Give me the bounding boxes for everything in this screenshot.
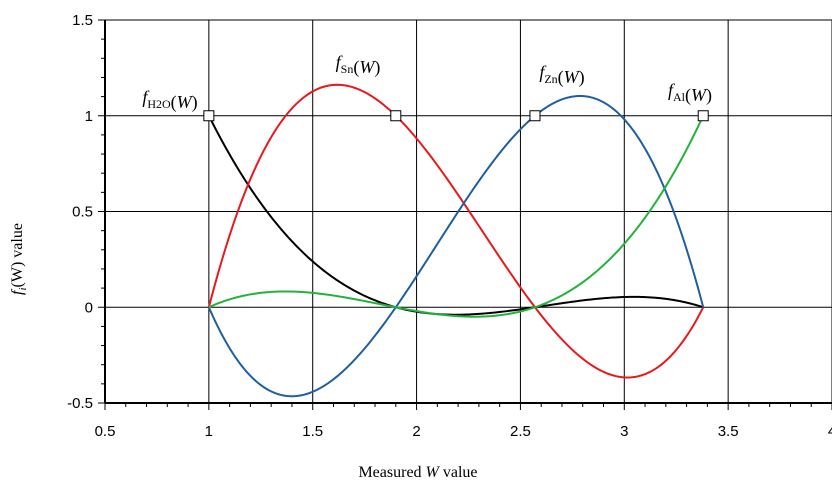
y-tick-label: 1 xyxy=(85,108,93,125)
series-label-zn: fZn(W) xyxy=(539,62,584,88)
x-tick-label: 3 xyxy=(620,423,628,440)
node-marker xyxy=(203,110,215,122)
node-marker xyxy=(697,110,709,122)
series-line-zn xyxy=(207,94,705,398)
y-axis-title: fi(W) value xyxy=(9,223,29,295)
y-tick-label: 0.5 xyxy=(72,204,93,221)
y-tick-label: -0.5 xyxy=(67,395,93,412)
grid xyxy=(104,19,832,404)
node-marker xyxy=(529,110,541,122)
x-tick-label: 1 xyxy=(205,423,213,440)
y-tick-label: 0 xyxy=(85,299,93,316)
series-line-h2o xyxy=(207,115,704,316)
series-label-al: fAl(W) xyxy=(668,80,712,106)
x-tick-label: 2.5 xyxy=(510,423,531,440)
y-tick-label: 1.5 xyxy=(72,12,93,29)
series-label-h2o: fH2O(W) xyxy=(142,87,197,113)
series-labels: fH2O(W) fSn(W) fZn(W) fAl(W) xyxy=(142,52,712,113)
tick-labels: 0.5 1 1.5 2 2.5 3 3.5 4 -0.5 0 0.5 1 1.5 xyxy=(67,12,832,440)
x-tick-label: 1.5 xyxy=(302,423,323,440)
curves xyxy=(207,83,705,398)
x-tick-label: 0.5 xyxy=(95,423,116,440)
x-tick-label: 2 xyxy=(412,423,420,440)
x-tick-label: 3.5 xyxy=(718,423,739,440)
series-line-al xyxy=(208,115,705,318)
node-markers xyxy=(203,110,709,122)
axes xyxy=(98,19,832,410)
series-line-sn xyxy=(207,83,705,379)
node-marker xyxy=(390,110,402,122)
x-axis-title: Measured W value xyxy=(358,464,477,481)
x-tick-label: 4 xyxy=(828,423,832,440)
series-label-sn: fSn(W) xyxy=(336,52,381,78)
